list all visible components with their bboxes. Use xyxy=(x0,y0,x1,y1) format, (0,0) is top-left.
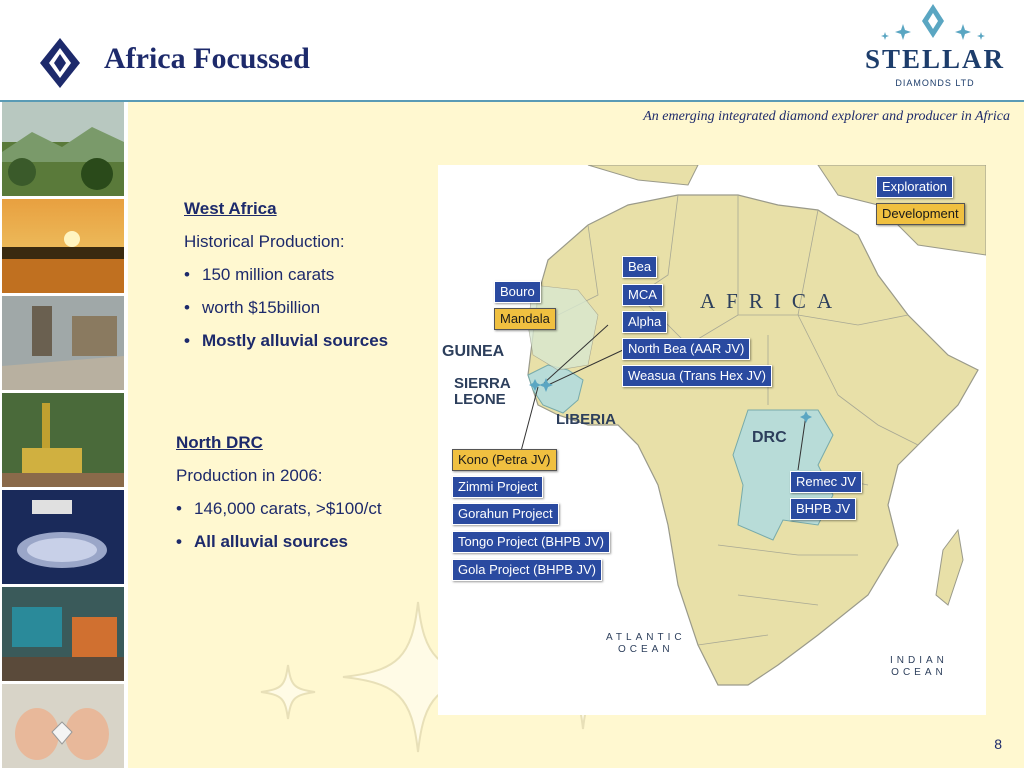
indian-ocean-label: INDIAN OCEAN xyxy=(890,655,948,679)
project-bouro: Bouro xyxy=(494,281,541,303)
page-title: Africa Focussed xyxy=(104,42,310,75)
sunset-river-photo xyxy=(2,199,124,293)
sierra-leone-label-line2: LEONE xyxy=(454,391,506,408)
west-africa-bullet: 150 million carats xyxy=(178,265,388,285)
north-drc-line: Production in 2006: xyxy=(176,466,323,485)
africa-continent-shape xyxy=(438,165,986,715)
west-africa-heading: West Africa xyxy=(184,199,277,218)
slide-header: Africa Focussed STELLAR DIAMONDS LTD xyxy=(0,0,1024,100)
diamond-icon xyxy=(40,38,80,88)
project-bea: Bea xyxy=(622,256,658,278)
sierra-leone-label: SIERRA LEONE xyxy=(454,376,511,408)
drc-label: DRC xyxy=(752,429,787,446)
logo-wordmark: STELLAR xyxy=(864,44,1006,74)
page-number: 8 xyxy=(994,736,1002,752)
west-africa-bullet: Mostly alluvial sources xyxy=(178,331,388,351)
project-bhpb: BHPB JV xyxy=(790,498,857,520)
photo-strip xyxy=(0,102,126,768)
stellar-logo: STELLAR DIAMONDS LTD xyxy=(855,4,1015,94)
west-africa-bullet: worth $15billion xyxy=(178,298,388,318)
north-drc-bullet: All alluvial sources xyxy=(170,532,382,552)
atlantic-ocean-line2: OCEAN xyxy=(618,644,674,655)
indian-ocean-line2: OCEAN xyxy=(891,667,947,678)
processing-plant-photo xyxy=(2,296,124,390)
west-africa-block: West Africa Historical Production: 150 m… xyxy=(184,199,388,364)
africa-label: AFRICA xyxy=(700,289,844,313)
logo-subtitle: DIAMONDS LTD xyxy=(895,78,975,88)
legend-development: Development xyxy=(876,203,965,225)
project-mandala: Mandala xyxy=(494,308,556,330)
diamond-parcel-photo xyxy=(2,490,124,584)
forest-photo xyxy=(2,102,124,196)
project-gola: Gola Project (BHPB JV) xyxy=(452,559,602,581)
project-kono: Kono (Petra JV) xyxy=(452,449,557,471)
indian-ocean-line1: INDIAN xyxy=(890,655,948,666)
project-gorahun: Gorahun Project xyxy=(452,503,559,525)
project-zimmi: Zimmi Project xyxy=(452,476,544,498)
liberia-label: LIBERIA xyxy=(556,411,616,428)
guinea-label: GUINEA xyxy=(442,343,505,360)
project-mca: MCA xyxy=(622,284,663,306)
logo-stars-icon xyxy=(881,4,985,40)
project-tongo: Tongo Project (BHPB JV) xyxy=(452,531,610,553)
project-alpha: Alpha xyxy=(622,311,668,333)
north-drc-block: North DRC Production in 2006: 146,000 ca… xyxy=(176,433,382,565)
sierra-leone-label-line1: SIERRA xyxy=(454,375,511,392)
header-divider xyxy=(0,100,1024,102)
west-africa-line: Historical Production: xyxy=(184,232,345,251)
tagline: An emerging integrated diamond explorer … xyxy=(643,109,1010,124)
atlantic-ocean-label: ATLANTIC OCEAN xyxy=(606,632,686,656)
legend-exploration: Exploration xyxy=(876,176,954,198)
north-drc-heading: North DRC xyxy=(176,433,263,452)
project-north-bea: North Bea (AAR JV) xyxy=(622,338,751,360)
rough-diamond-photo xyxy=(2,684,124,778)
project-remec: Remec JV xyxy=(790,471,862,493)
small-star-decoration-icon xyxy=(260,664,316,720)
drilling-rig-photo xyxy=(2,393,124,487)
wash-plant-photo xyxy=(2,587,124,681)
atlantic-ocean-line1: ATLANTIC xyxy=(606,632,686,643)
project-weasua: Weasua (Trans Hex JV) xyxy=(622,365,772,387)
north-drc-bullet: 146,000 carats, >$100/ct xyxy=(170,499,382,519)
africa-map: Exploration Development AFRICA GUINEA SI… xyxy=(438,165,986,715)
